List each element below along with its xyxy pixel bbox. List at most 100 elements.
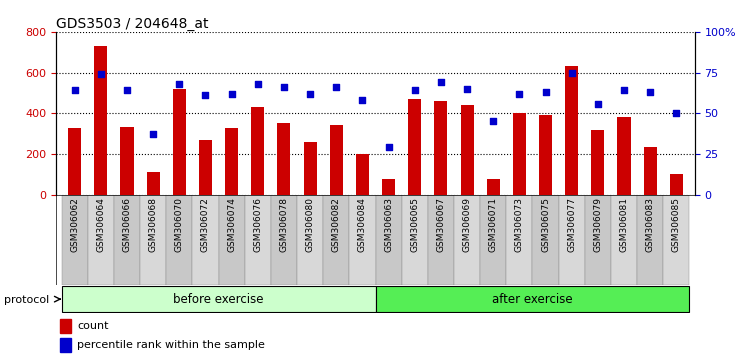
Bar [120,126,134,195]
Bar [644,147,656,195]
Point [487,119,499,124]
Point [461,86,473,92]
Bar [566,67,578,195]
Point [409,88,421,93]
Bar [506,195,532,285]
Text: GSM306066: GSM306066 [122,198,131,252]
Bar [409,99,421,195]
Bar [330,126,342,195]
Text: GSM306072: GSM306072 [201,198,210,252]
Point [539,89,551,95]
Bar [591,130,605,195]
Text: GSM306074: GSM306074 [227,198,236,252]
Text: GSM306080: GSM306080 [306,198,315,252]
Text: GSM306071: GSM306071 [489,198,498,252]
Point [357,97,369,103]
Text: count: count [77,321,109,331]
Text: GSM306081: GSM306081 [620,198,629,252]
Bar [513,113,526,195]
Bar [303,142,317,195]
Bar [376,195,402,285]
Text: GSM306069: GSM306069 [463,198,472,252]
Point [644,89,656,95]
Bar [617,118,631,195]
Bar [460,105,474,195]
Bar [225,127,238,195]
Bar [349,195,376,285]
Text: GSM306076: GSM306076 [253,198,262,252]
Bar [173,89,185,195]
Bar [532,195,559,285]
Bar [323,195,349,285]
Bar [454,195,480,285]
Bar [277,124,291,195]
Point [95,72,107,77]
Point [671,110,683,116]
Point [382,145,394,150]
Bar [670,175,683,195]
Text: protocol: protocol [4,295,49,305]
Text: GSM306075: GSM306075 [541,198,550,252]
Bar [68,127,81,195]
Text: GSM306062: GSM306062 [70,198,79,252]
Bar [663,195,689,285]
Point [278,84,290,90]
Point [435,80,447,85]
Bar [382,179,395,195]
Bar [166,195,192,285]
Point [304,91,316,97]
Text: before exercise: before exercise [173,293,264,306]
Bar [59,338,71,352]
Text: GSM306083: GSM306083 [646,198,655,252]
Bar [434,101,448,195]
Text: GSM306084: GSM306084 [358,198,367,252]
Text: GSM306077: GSM306077 [567,198,576,252]
Bar [140,195,166,285]
Text: GSM306068: GSM306068 [149,198,158,252]
Bar [402,195,428,285]
Text: GSM306070: GSM306070 [175,198,184,252]
Text: GSM306064: GSM306064 [96,198,105,252]
Point [618,88,630,93]
Text: GSM306079: GSM306079 [593,198,602,252]
Bar [219,195,245,285]
Point [225,91,237,97]
Point [68,88,80,93]
Bar [199,140,212,195]
Text: GSM306078: GSM306078 [279,198,288,252]
Point [514,91,526,97]
Point [566,70,578,75]
Point [330,84,342,90]
Point [200,92,212,98]
Text: GDS3503 / 204648_at: GDS3503 / 204648_at [56,17,209,31]
Point [147,132,159,137]
Bar [585,195,611,285]
Text: percentile rank within the sample: percentile rank within the sample [77,341,265,350]
Bar [192,195,219,285]
Bar [356,154,369,195]
Bar [297,195,323,285]
Text: after exercise: after exercise [492,293,573,306]
Bar [252,107,264,195]
Bar [637,195,663,285]
Point [592,101,604,106]
Bar [611,195,637,285]
Bar [428,195,454,285]
Bar [559,195,585,285]
Bar [62,195,88,285]
Text: GSM306067: GSM306067 [436,198,445,252]
Point [121,88,133,93]
Bar [376,286,689,312]
Bar [88,195,114,285]
Point [173,81,185,87]
Bar [480,195,506,285]
Bar [487,179,499,195]
Bar [114,195,140,285]
Bar [245,195,271,285]
Text: GSM306063: GSM306063 [384,198,393,252]
Bar [271,195,297,285]
Text: GSM306065: GSM306065 [410,198,419,252]
Bar [95,46,107,195]
Bar [539,115,552,195]
Text: GSM306082: GSM306082 [332,198,341,252]
